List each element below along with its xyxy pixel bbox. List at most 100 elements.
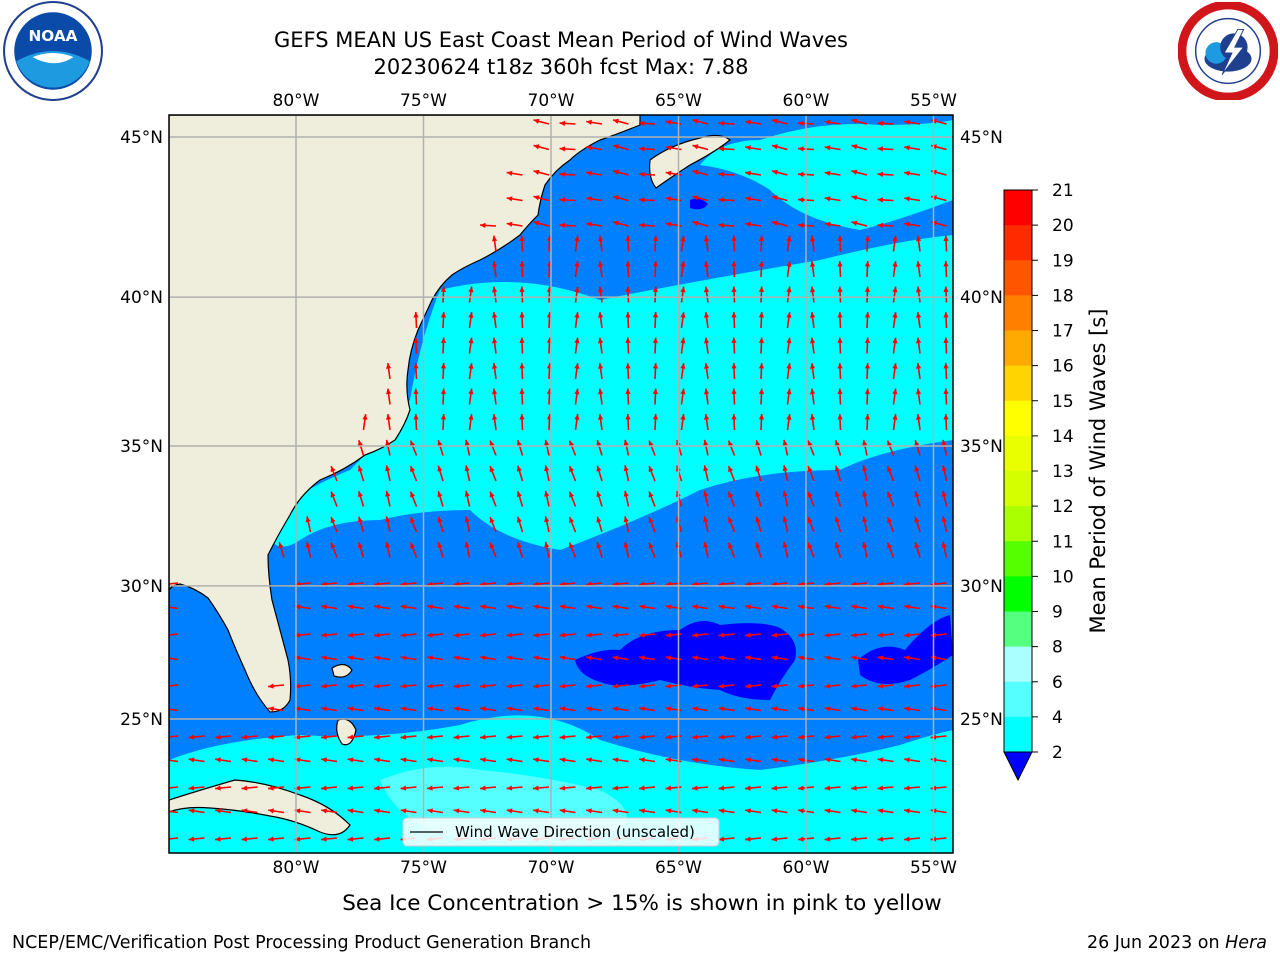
wave-direction-arrowhead <box>357 465 363 472</box>
wave-direction-arrowhead <box>692 706 698 712</box>
wave-direction-arrowhead <box>771 632 778 638</box>
wave-direction-arrowhead <box>519 312 525 318</box>
wave-direction-arrowhead <box>559 683 566 689</box>
wave-direction-arrowhead <box>480 683 486 689</box>
wave-direction-arrowhead <box>692 604 698 610</box>
wave-direction-arrowhead <box>413 414 419 420</box>
latitude-tick-label: 35°N <box>120 437 163 457</box>
wave-direction-arrowhead <box>703 439 709 446</box>
colorbar-tick-label: 10 <box>1052 567 1074 587</box>
longitude-tick-label: 55°W <box>910 91 957 111</box>
wave-direction-arrowhead <box>771 604 778 610</box>
wave-direction-arrowhead <box>162 808 168 813</box>
wave-direction-arrowhead <box>374 757 380 763</box>
ocean-lowest-period-patch <box>575 621 796 700</box>
wave-direction-arrowhead <box>427 734 433 740</box>
wave-direction-arrowhead <box>731 363 737 369</box>
wave-direction-arrowhead <box>692 195 699 201</box>
wave-direction-arrowhead <box>809 235 816 242</box>
wave-direction-arrowhead <box>692 683 698 689</box>
colorbar-tick-label: 12 <box>1052 497 1074 517</box>
wave-direction-arrowhead <box>612 706 619 712</box>
wave-direction-arrowhead <box>519 337 525 344</box>
wave-direction-arrowhead <box>809 286 816 293</box>
wave-direction-arrowhead <box>798 197 804 203</box>
wave-direction-arrowhead <box>809 337 816 344</box>
wave-direction-arrowhead <box>703 541 709 548</box>
wave-direction-arrowhead <box>807 440 813 447</box>
wave-direction-arrowhead <box>771 734 778 740</box>
wave-direction-arrowhead <box>559 632 566 638</box>
colorbar-tick-label: 20 <box>1052 216 1074 236</box>
wave-direction-arrowhead <box>782 490 788 497</box>
wave-direction-arrowhead <box>834 542 840 549</box>
wave-direction-arrowhead <box>357 542 363 549</box>
wave-direction-arrowhead <box>665 655 672 661</box>
wave-direction-arrowhead <box>330 542 336 549</box>
wave-direction-arrowhead <box>374 808 380 814</box>
wave-direction-arrowhead <box>877 757 884 763</box>
wave-direction-arrowhead <box>533 144 540 150</box>
wave-direction-arrowhead <box>877 604 884 610</box>
wave-direction-arrowhead <box>385 414 392 420</box>
wave-direction-arrowhead <box>623 439 629 446</box>
wave-direction-arrowhead <box>400 734 407 740</box>
wave-direction-arrowhead <box>786 337 792 344</box>
colorbar-bin <box>1004 506 1032 542</box>
wave-direction-arrowhead <box>772 118 778 124</box>
colorbar-tick-label: 21 <box>1052 181 1074 201</box>
wave-direction-arrowhead <box>489 517 495 524</box>
longitude-tick-label: 60°W <box>783 858 830 878</box>
wave-direction-arrowhead <box>491 312 498 318</box>
wave-direction-arrowhead <box>480 655 486 661</box>
wave-direction-arrowhead <box>440 337 447 344</box>
wave-direction-arrowhead <box>294 836 301 842</box>
colorbar-tick-label: 17 <box>1052 322 1074 342</box>
wave-direction-arrowhead <box>489 491 495 498</box>
wave-direction-arrowhead <box>877 146 884 152</box>
wave-direction-arrowhead <box>519 363 525 369</box>
wave-direction-arrowhead <box>864 337 871 344</box>
wave-direction-arrowhead <box>491 286 498 293</box>
wave-direction-arrowhead <box>834 465 840 472</box>
wave-direction-arrowhead <box>625 337 631 344</box>
wave-direction-arrowhead <box>755 516 761 523</box>
nws-logo <box>1178 2 1278 100</box>
colorbar-bin <box>1004 295 1032 331</box>
wave-direction-arrowhead <box>362 414 368 420</box>
wave-direction-arrowhead <box>440 286 447 293</box>
wave-direction-arrowhead <box>665 170 672 176</box>
latitude-tick-label: 45°N <box>960 128 1003 148</box>
wave-direction-arrowhead <box>491 388 498 395</box>
wave-direction-arrowhead <box>612 683 619 689</box>
wave-direction-arrowhead <box>877 120 884 127</box>
wave-direction-arrowhead <box>569 542 575 549</box>
wave-direction-arrowhead <box>410 542 416 549</box>
wave-direction-arrowhead <box>586 808 592 814</box>
longitude-tick-label: 70°W <box>528 91 575 111</box>
wave-direction-arrowhead <box>597 312 604 318</box>
latitude-tick-label: 35°N <box>960 437 1003 457</box>
wave-direction-arrowhead <box>559 604 566 610</box>
wave-direction-arrowhead <box>268 757 274 763</box>
colorbar-bin <box>1004 611 1032 648</box>
chart-title-line2: 20230624 t18z 360h fcst Max: 7.88 <box>373 55 749 79</box>
wave-direction-arrowhead <box>745 632 751 638</box>
wave-direction-arrowhead <box>639 683 645 689</box>
colorbar-tick-label: 6 <box>1052 673 1063 693</box>
chart-subtitle-sea-ice-note: Sea Ice Concentration > 15% is shown in … <box>342 891 942 916</box>
wave-direction-arrowhead <box>559 222 566 229</box>
wave-direction-arrow <box>169 735 179 738</box>
longitude-tick-label: 70°W <box>528 858 575 878</box>
wave-direction-arrowhead <box>613 195 619 201</box>
wave-direction-arrowhead <box>718 146 725 152</box>
wave-direction-arrowhead <box>586 655 592 661</box>
footer-host: Hera <box>1225 933 1267 953</box>
wave-direction-arrowhead <box>771 683 778 689</box>
wave-direction-arrowhead <box>374 706 380 712</box>
wave-direction-arrowhead <box>703 312 710 318</box>
wave-direction-arrowhead <box>772 220 778 226</box>
wave-direction-arrowhead <box>851 757 857 763</box>
wave-direction-arrowhead <box>480 222 486 229</box>
wave-direction-arrowhead <box>453 706 460 712</box>
